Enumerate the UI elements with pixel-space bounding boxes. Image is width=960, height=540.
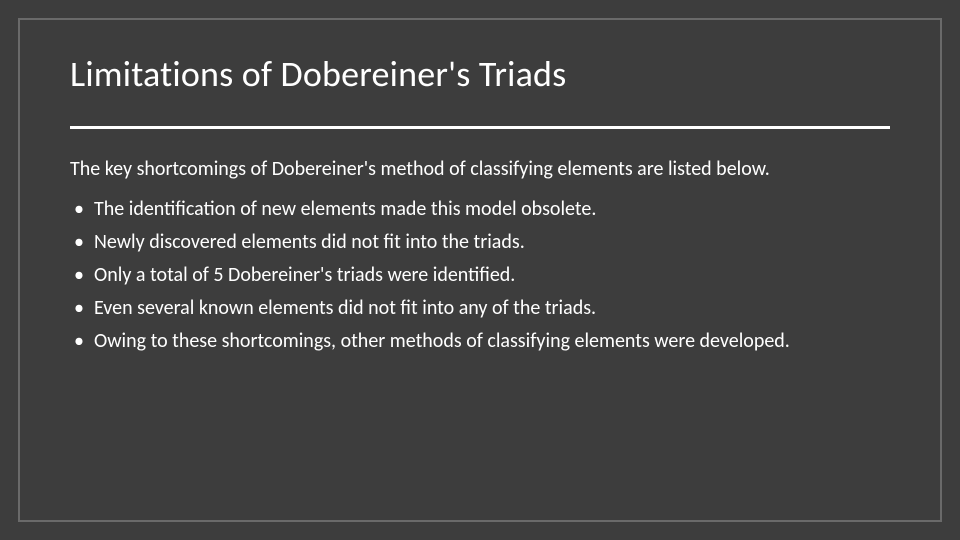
- list-item: Owing to these shortcomings, other metho…: [70, 328, 890, 355]
- list-item: Only a total of 5 Dobereiner's triads we…: [70, 262, 890, 289]
- intro-text: The key shortcomings of Dobereiner's met…: [70, 157, 890, 182]
- bullet-list: The identification of new elements made …: [70, 196, 890, 355]
- title-divider: [70, 126, 890, 129]
- list-item: Even several known elements did not fit …: [70, 295, 890, 322]
- slide-frame: Limitations of Dobereiner's Triads The k…: [18, 18, 942, 522]
- list-item: Newly discovered elements did not fit in…: [70, 229, 890, 256]
- list-item: The identification of new elements made …: [70, 196, 890, 223]
- slide-title: Limitations of Dobereiner's Triads: [70, 52, 890, 96]
